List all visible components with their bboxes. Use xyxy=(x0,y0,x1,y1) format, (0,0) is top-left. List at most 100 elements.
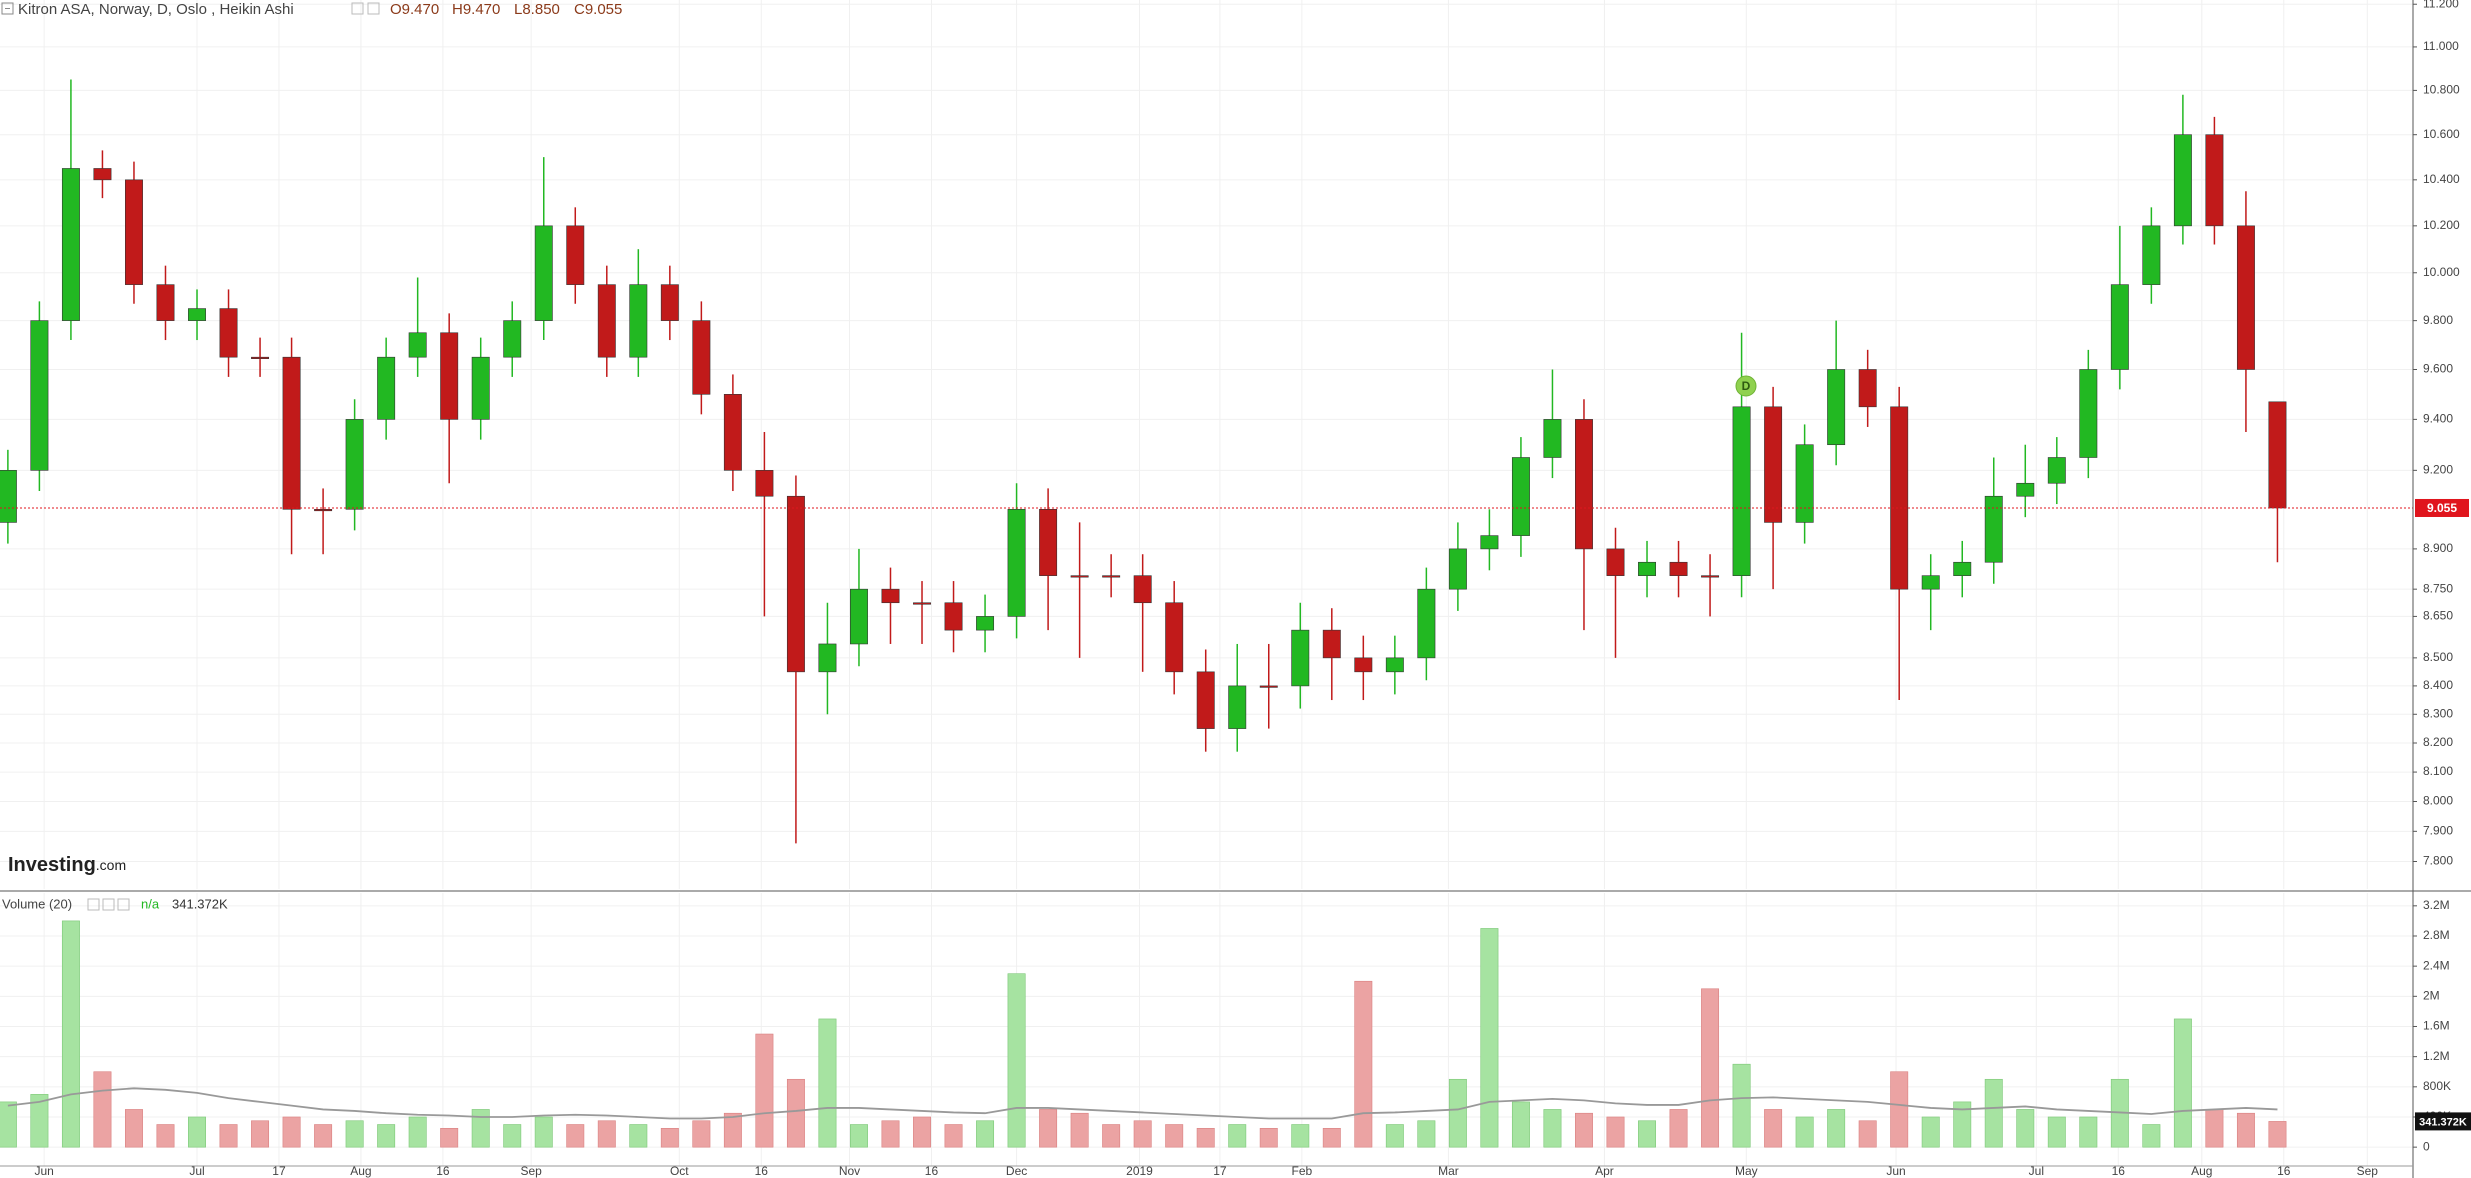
close-icon[interactable] xyxy=(367,2,380,15)
candle-body xyxy=(1322,629,1341,659)
volume-settings-icon[interactable] xyxy=(87,898,100,911)
x-tick-label: 16 xyxy=(925,1164,939,1178)
volume-bar xyxy=(219,1124,238,1148)
candle-body xyxy=(2205,134,2224,227)
x-tick-label: 16 xyxy=(2277,1164,2291,1178)
candle-body xyxy=(1606,548,1625,576)
y-tick-label: 8.750 xyxy=(2423,581,2453,595)
y-tick-label: 8.900 xyxy=(2423,541,2453,555)
candle-body xyxy=(1165,602,1184,673)
collapse-icon[interactable] xyxy=(1,2,14,15)
candle-body xyxy=(1291,629,1310,687)
candle-body xyxy=(1228,685,1247,729)
candle-body xyxy=(1511,457,1530,536)
volume-bar xyxy=(282,1116,301,1148)
volume-bar xyxy=(1953,1101,1972,1148)
x-tick-label: Sep xyxy=(2357,1164,2379,1178)
candle-body xyxy=(1827,369,1846,446)
volume-bar xyxy=(1165,1124,1184,1148)
candle-body xyxy=(2173,134,2192,227)
x-tick-label: Jun xyxy=(34,1164,53,1178)
candle-body xyxy=(1858,369,1877,408)
candle-body xyxy=(850,588,868,645)
candle-body xyxy=(1638,561,1656,576)
volume-bar xyxy=(1511,1101,1530,1148)
volume-bar xyxy=(2236,1112,2255,1148)
last-volume-box xyxy=(2415,1112,2471,1131)
candle-body xyxy=(1984,495,2003,563)
volume-bar xyxy=(881,1120,900,1148)
candle-body xyxy=(660,284,679,321)
candle-body xyxy=(471,356,490,420)
y2-tick-label: 2.4M xyxy=(2423,958,2450,972)
volume-bar xyxy=(2173,1018,2192,1148)
candle-body xyxy=(1543,419,1562,458)
candle-body xyxy=(1890,406,1909,590)
y2-tick-label: 2M xyxy=(2423,988,2440,1002)
volume-bar xyxy=(156,1124,175,1148)
header-open: O9.470 xyxy=(390,1,439,18)
volume-last: 341.372K xyxy=(172,896,228,911)
candle-body xyxy=(786,495,805,673)
volume-bar xyxy=(30,1094,49,1148)
candle-body xyxy=(944,602,963,631)
volume-bar xyxy=(1102,1124,1121,1148)
y-tick-label: 11.000 xyxy=(2423,39,2459,53)
candle-body xyxy=(881,588,900,604)
x-tick-label: Nov xyxy=(839,1164,860,1178)
candle-body xyxy=(1259,685,1278,688)
volume-bar xyxy=(1196,1127,1215,1148)
volume-bar xyxy=(755,1033,774,1148)
candle-body xyxy=(1921,575,1940,590)
volume-bar xyxy=(1133,1120,1152,1148)
candle-body xyxy=(503,320,522,358)
candle-body xyxy=(597,284,616,358)
y2-tick-label: 2.8M xyxy=(2423,928,2450,942)
volume-bar xyxy=(1070,1112,1089,1148)
candle-body xyxy=(93,168,112,181)
candle-body xyxy=(1575,419,1593,550)
volume-bar xyxy=(1795,1116,1814,1148)
volume-title: Volume (20) xyxy=(2,896,72,911)
y2-tick-label: 1.2M xyxy=(2423,1049,2450,1063)
x-tick-label: Mar xyxy=(1438,1164,1459,1178)
x-tick-label: Jun xyxy=(1886,1164,1905,1178)
y-tick-label: 9.800 xyxy=(2423,313,2453,327)
candle-body xyxy=(1133,575,1152,604)
candle-body xyxy=(188,308,206,321)
volume-bar xyxy=(1385,1124,1404,1148)
candle-body xyxy=(30,320,49,471)
candle-body xyxy=(2236,225,2255,370)
volume-ma-line xyxy=(7,1087,2278,1120)
volume-bar xyxy=(1291,1124,1310,1148)
volume-bar xyxy=(1543,1109,1562,1148)
candle-body xyxy=(282,356,301,510)
volume-bar xyxy=(124,1109,143,1148)
y-tick-label: 7.900 xyxy=(2423,823,2453,837)
x-tick-label: 17 xyxy=(272,1164,286,1178)
y-tick-label: 8.650 xyxy=(2423,609,2453,623)
volume-bar xyxy=(503,1124,522,1148)
candle-body xyxy=(1070,575,1089,578)
volume-close-icon[interactable] xyxy=(117,898,130,911)
volume-bar xyxy=(1480,928,1499,1148)
settings-icon[interactable] xyxy=(351,2,364,15)
y-tick-label: 10.800 xyxy=(2423,83,2460,97)
x-tick-label: 16 xyxy=(436,1164,450,1178)
candle-body xyxy=(692,320,711,395)
x-tick-label: Dec xyxy=(1006,1164,1027,1178)
volume-bar xyxy=(1638,1120,1656,1148)
y-tick-label: 10.400 xyxy=(2423,172,2460,186)
dividend-marker-label: D xyxy=(1742,379,1751,393)
candle-body xyxy=(755,470,774,497)
candle-body xyxy=(219,308,238,358)
candle-body xyxy=(1354,657,1373,673)
candle-body xyxy=(1196,671,1215,729)
volume-bar xyxy=(1827,1109,1846,1148)
y-tick-label: 9.400 xyxy=(2423,412,2453,426)
volume-hide-icon[interactable] xyxy=(102,898,115,911)
volume-bar xyxy=(1417,1120,1436,1148)
candle-body xyxy=(2079,369,2098,458)
volume-bar xyxy=(660,1127,679,1148)
